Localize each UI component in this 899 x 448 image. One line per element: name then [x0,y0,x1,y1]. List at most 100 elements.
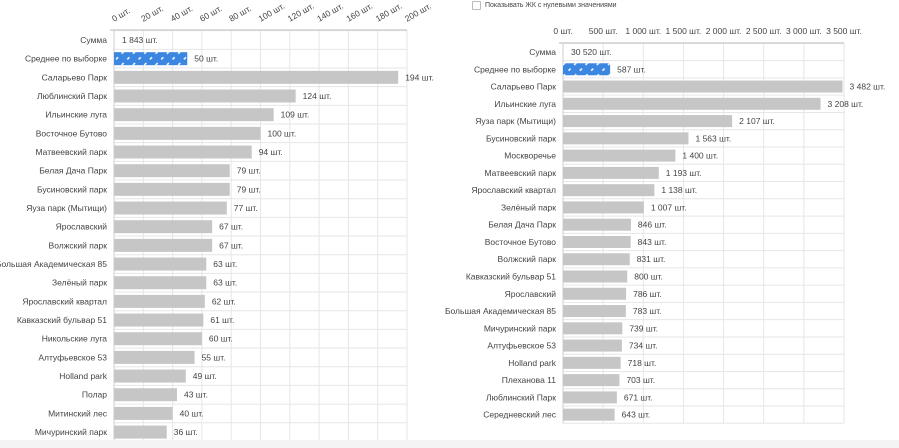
bar-value-label: 1 138 шт. [661,185,697,195]
category-label: Яуза парк (Мытищи) [475,116,556,126]
bar [563,80,843,93]
category-label: Holland park [59,371,107,381]
bar [114,406,173,420]
bar-value-label: 671 шт. [624,392,653,402]
category-label: Ярославский [56,222,108,232]
bar [563,97,821,110]
category-label: Мичуринский парк [484,323,556,333]
category-label: Бусиновский парк [486,133,556,143]
bar-value-label: 79 шт. [237,184,261,194]
bar [114,201,227,215]
category-label: Кавказский бульвар 51 [17,315,107,325]
x-tick-label: 0 шт. [553,26,572,36]
bar-value-label: 1 007 шт. [651,202,687,212]
bar [114,332,202,346]
category-label: Волжский парк [49,240,108,250]
bar-value-label: 50 шт. [194,54,218,64]
bar [114,164,230,178]
bar [114,276,207,290]
bar [114,108,274,122]
bar-value-label: 94 шт. [259,147,283,157]
bar-value-label: 846 шт. [638,220,667,230]
bar [563,356,621,369]
category-label: Мичуринский парк [35,427,107,437]
category-label: Восточное Бутово [36,128,108,138]
bar [114,313,204,327]
category-label: Ярославский квартал [471,185,556,195]
bar-value-label: 63 шт. [213,278,237,288]
bar [563,218,631,231]
bar [563,184,655,197]
bar-value-label: 79 шт. [237,166,261,176]
bar [563,149,676,162]
bar-value-label: 587 шт. [617,64,646,74]
bar-value-label: 2 107 шт. [739,116,775,126]
x-tick-label: 200 шт. [403,1,433,24]
bar-value-label: 3 482 шт. [850,82,886,92]
bar [563,201,644,214]
x-tick-label: 180 шт. [374,1,404,24]
category-label: Кавказский бульвар 51 [466,272,556,282]
bar-value-label: 643 шт. [622,410,651,420]
bar-value-label: 843 шт. [638,237,667,247]
x-tick-label: 120 шт. [286,1,316,24]
x-tick-label: 3 000 шт. [786,26,822,36]
bar [114,220,213,234]
category-label: Среднее по выборке [474,64,556,74]
average-bar [563,63,611,76]
bar-value-label: 36 шт. [174,427,198,437]
bar-value-label: 831 шт. [637,254,666,264]
bar [563,305,626,318]
x-tick-label: 1 500 шт. [666,26,702,36]
show-zero-values-checkbox[interactable] [472,1,481,10]
x-tick-label: 2 500 шт. [746,26,782,36]
x-tick-label: 60 шт. [198,3,224,24]
x-tick-label: 0 шт. [110,5,132,23]
bar [114,145,252,159]
category-label: Среднее по выборке [25,54,107,64]
category-label: Люблинский Парк [486,392,556,402]
bar [114,388,177,402]
category-label: Белая Дача Парк [488,220,556,230]
bar [114,126,261,140]
bar-value-label: 60 шт. [209,334,233,344]
bar [563,374,620,387]
bar [114,89,296,103]
bar-value-label: 43 шт. [184,390,208,400]
bar-value-label: 67 шт. [219,240,243,250]
bar-value-label: 49 шт. [193,371,217,381]
x-tick-label: 20 шт. [139,3,165,24]
category-label: Полар [82,390,107,400]
category-label: Зелёный парк [52,278,107,288]
bar [563,115,733,128]
category-label: Плеханова 11 [502,375,557,385]
category-label: Сумма [529,47,556,57]
bar-value-label: 100 шт. [268,128,297,138]
show-zero-values-toggle[interactable]: Показывать ЖК с нулевыми значениями [472,1,617,10]
bar [114,257,207,271]
category-label: Ярославский [505,289,557,299]
bar [563,339,622,352]
bar-value-label: 40 шт. [180,408,204,418]
category-label: Саларьево Парк [491,82,557,92]
x-tick-label: 1 000 шт. [625,26,661,36]
bar [563,408,615,421]
category-label: Большая Академическая 85 [0,259,107,269]
bar-value-label: 734 шт. [629,341,658,351]
bar-value-label: 1 563 шт. [695,133,731,143]
category-label: Москворечье [504,151,556,161]
category-label: Люблинский Парк [37,91,107,101]
bar-value-label: 703 шт. [626,375,655,385]
bar [114,182,230,196]
bar-value-label: 61 шт. [210,315,234,325]
category-label: Сумма [80,35,107,45]
x-tick-label: 40 шт. [169,3,195,24]
bar-value-label: 109 шт. [281,110,310,120]
bar [114,294,205,308]
category-label: Волжский парк [498,254,557,264]
bar [563,132,689,145]
x-tick-label: 500 шт. [589,26,618,36]
category-label: Никольские луга [42,334,108,344]
x-tick-label: 80 шт. [227,3,253,24]
